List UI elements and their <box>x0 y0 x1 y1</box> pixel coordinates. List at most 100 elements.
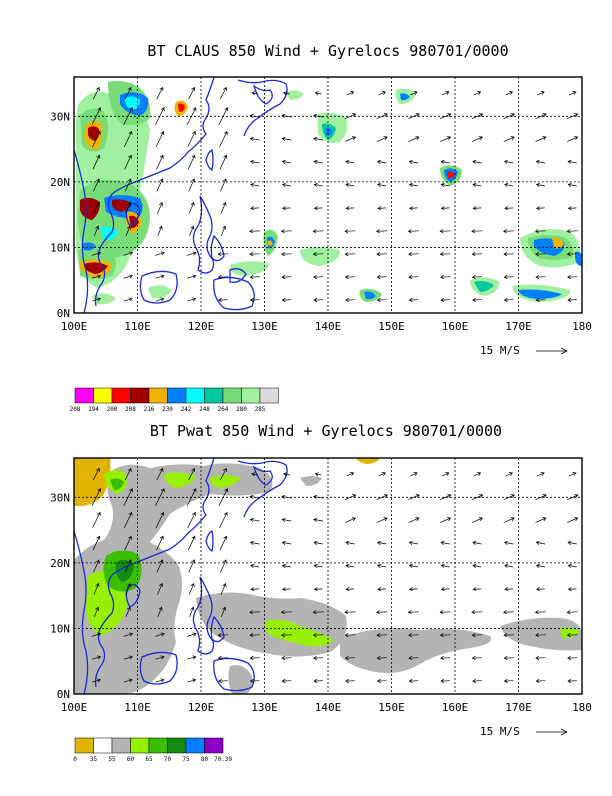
wind-vector <box>313 159 323 164</box>
wind-vector <box>249 297 260 303</box>
wind-vector <box>472 206 482 211</box>
wind-vector <box>408 182 418 187</box>
wind-vector <box>536 587 545 592</box>
wind-vector <box>408 136 420 142</box>
bottom-chart-vector-scale-label: 15 M/S <box>480 725 520 738</box>
wind-vector <box>249 252 260 257</box>
colorbar-swatch <box>111 737 131 754</box>
wind-vector <box>440 182 450 187</box>
wind-vector <box>249 678 260 684</box>
wind-vector <box>503 159 514 164</box>
wind-vector <box>156 86 164 100</box>
wind-vector <box>155 655 165 660</box>
wind-vector <box>187 678 197 683</box>
wind-vector <box>93 582 100 595</box>
colorbar-swatch <box>167 737 187 754</box>
colorbar-label: 70 <box>164 756 172 763</box>
wind-vector <box>157 225 163 237</box>
colorbar-swatch <box>241 387 261 404</box>
colorbar-label: 0 <box>73 756 77 763</box>
wind-vector <box>408 540 419 545</box>
wind-vector <box>281 494 292 500</box>
wind-vector <box>345 540 355 545</box>
wind-vector <box>534 229 546 234</box>
wind-vector <box>220 178 227 192</box>
wind-vector <box>249 159 260 164</box>
wind-vector <box>155 297 165 302</box>
bottom-chart-coastlines <box>73 457 288 695</box>
wind-vector <box>219 467 227 481</box>
colorbar-swatch <box>148 737 168 754</box>
wind-vector <box>535 563 545 568</box>
wind-vector <box>409 206 418 211</box>
wind-vector <box>472 563 482 568</box>
bottom-chart-wind-vectors <box>91 467 579 684</box>
wind-vector <box>440 587 450 592</box>
wind-vector <box>187 655 197 660</box>
bottom-chart-y-ticks: 0N 10N 20N 30N <box>50 491 70 701</box>
wind-vector <box>155 107 165 126</box>
wind-vector <box>504 182 514 187</box>
wind-vector <box>281 563 291 568</box>
wind-vector <box>188 201 195 214</box>
wind-vector <box>93 606 100 618</box>
wind-vector <box>249 655 260 661</box>
wind-vector <box>503 297 514 303</box>
wind-vector <box>376 113 388 120</box>
wind-vector <box>503 252 514 257</box>
y-tick-label: 0N <box>57 307 70 320</box>
wind-vector <box>251 472 259 477</box>
wind-vector <box>376 159 387 164</box>
wind-vector <box>440 540 450 545</box>
colorbar-swatch <box>93 387 113 404</box>
bottom-chart-x-ticks: 100E 110E 120E 130E 140E 150E 160E 170E 180 <box>61 701 592 714</box>
wind-vector <box>503 274 514 280</box>
wind-vector <box>218 678 228 684</box>
top-chart-x-ticks: 100E 110E 120E 130E 140E 150E 160E 170E 180 <box>61 320 592 333</box>
wind-vector <box>188 86 196 100</box>
x-tick-label: 170E <box>505 701 532 714</box>
wind-vector <box>93 201 100 214</box>
wind-vector <box>156 535 164 551</box>
wind-vector <box>344 136 357 142</box>
wind-vector <box>567 587 577 592</box>
top-chart-wind-vectors <box>91 86 579 303</box>
x-tick-label: 170E <box>505 320 532 333</box>
wind-vector <box>471 252 483 257</box>
x-tick-label: 120E <box>188 320 215 333</box>
x-tick-label: 120E <box>188 701 215 714</box>
wind-vector <box>155 511 165 529</box>
wind-vector <box>123 511 133 529</box>
colorbar-swatch <box>185 387 205 404</box>
wind-vector <box>440 678 450 684</box>
wind-vector <box>155 488 165 507</box>
wind-vector <box>219 535 228 551</box>
wind-vector <box>220 606 227 618</box>
wind-vector <box>157 582 163 595</box>
colorbar-label: 285 <box>255 406 266 413</box>
colorbar-label: 35 <box>90 756 98 763</box>
wind-vector <box>156 559 164 573</box>
wind-vector <box>281 182 291 187</box>
wind-vector <box>156 178 164 192</box>
wind-vector <box>313 182 323 187</box>
wind-vector <box>219 130 228 148</box>
wind-vector <box>534 610 546 615</box>
wind-vector <box>472 182 482 187</box>
wind-vector <box>345 678 355 684</box>
wind-vector <box>312 252 324 257</box>
wind-vector <box>376 274 387 280</box>
wind-vector <box>378 91 387 96</box>
wind-vector <box>187 274 197 279</box>
wind-vector <box>123 655 133 660</box>
wind-vector <box>377 206 387 211</box>
wind-vector <box>92 535 101 551</box>
wind-vector <box>535 494 547 501</box>
wind-vector <box>408 494 420 501</box>
colorbar-label: 194 <box>88 406 99 413</box>
wind-vector <box>410 472 418 477</box>
wind-vector <box>535 655 546 661</box>
colorbar-label: 264 <box>218 406 229 413</box>
wind-vector <box>440 159 450 164</box>
wind-vector <box>439 633 451 638</box>
